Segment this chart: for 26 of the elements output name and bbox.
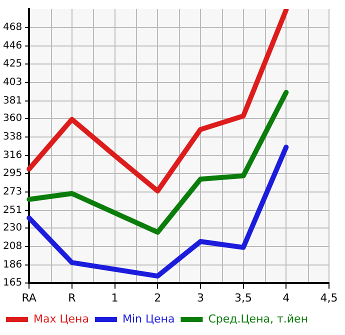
legend-label: Min Цена <box>122 312 175 326</box>
y-tick-label: 338 <box>2 132 22 143</box>
y-tick-label: 316 <box>2 150 22 162</box>
y-tick-label: 425 <box>2 58 22 70</box>
x-tick-label: 1 <box>111 291 118 304</box>
y-tick-label: 208 <box>2 241 22 252</box>
x-tick-label: 4 <box>282 291 290 304</box>
legend-label: Max Цена <box>34 312 89 326</box>
y-tick-label: 165 <box>2 277 22 288</box>
y-tick-label: 403 <box>2 76 22 88</box>
legend-label: Сред.Цена, т.йен <box>208 312 308 326</box>
x-tick-label: 3,5 <box>234 291 252 304</box>
y-tick-label: 468 <box>2 22 22 34</box>
x-tick-label: 2 <box>154 291 162 304</box>
y-tick-label: 446 <box>2 40 22 52</box>
y-tick-label: 230 <box>2 222 22 234</box>
x-tick-label: RA <box>22 291 37 304</box>
y-tick-label: 273 <box>2 186 22 198</box>
y-tick-label: 251 <box>2 204 22 216</box>
x-tick-label: 3 <box>196 291 204 304</box>
y-tick-label: 360 <box>2 113 22 124</box>
y-tick-label: 186 <box>2 260 22 271</box>
x-tick-label: 4,5 <box>320 291 338 304</box>
y-tick-label: 295 <box>2 168 22 179</box>
x-tick-label: R <box>68 291 76 304</box>
y-tick-label: 381 <box>2 95 22 106</box>
